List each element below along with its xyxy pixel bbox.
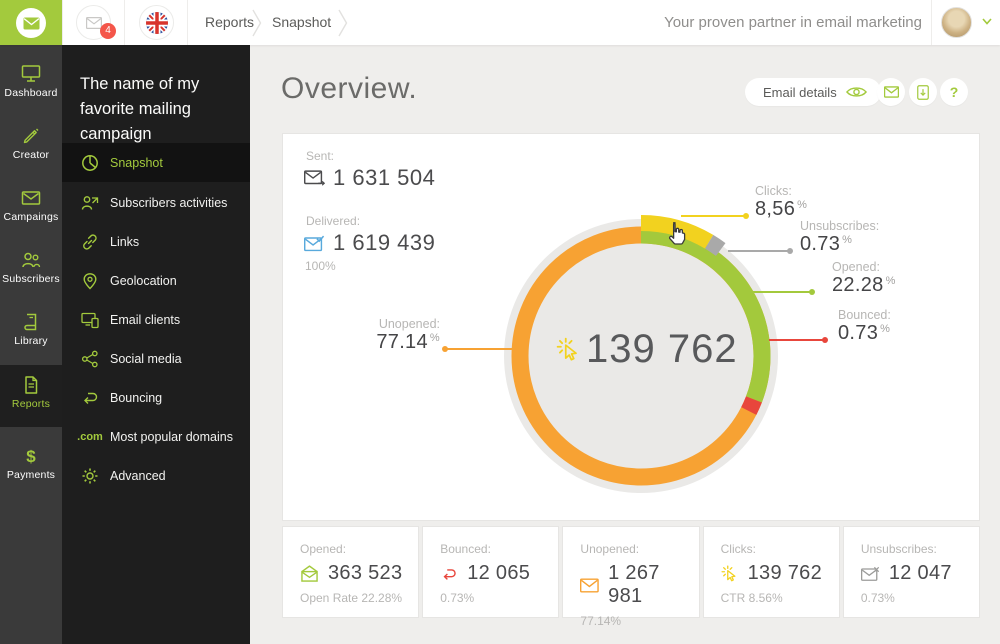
sidebar-item-dashboard[interactable]: Dashboard — [0, 58, 62, 118]
monitor-icon — [21, 65, 41, 82]
brand-logo-icon — [16, 8, 46, 38]
delivered-label: Delivered: — [306, 214, 361, 228]
top-bar: 4 Reports Snapshot Your proven partner — [0, 0, 1000, 45]
stat-card-clicks: Clicks: 139 762 CTR 8.56% — [702, 526, 840, 618]
gear-icon — [82, 468, 98, 483]
users-icon — [22, 252, 41, 268]
uk-flag-icon — [145, 11, 168, 34]
notification-badge: 4 — [100, 23, 116, 39]
devices-icon — [81, 312, 99, 328]
sidebar-item-subscribers[interactable]: Subscribers — [0, 244, 62, 304]
dollar-icon: $ — [26, 447, 36, 466]
callout-line-bounced — [769, 337, 828, 343]
menu-item-email-clients[interactable]: Email clients — [62, 300, 250, 339]
email-details-button[interactable]: Email details — [745, 78, 881, 106]
sent-envelope-icon — [304, 169, 325, 186]
hand-cursor-icon — [668, 222, 686, 245]
open-envelope-icon — [301, 565, 318, 582]
campaign-menu: The name of my favorite mailing campaign… — [62, 45, 250, 644]
callout-unopened: Unopened: 77.14% — [376, 317, 440, 353]
stat-card-unsubscribes: Unsubscribes: 12 047 0.73% — [842, 526, 981, 618]
sent-value: 1 631 504 — [304, 165, 435, 191]
envelope-icon — [85, 16, 102, 29]
report-icon — [25, 376, 38, 394]
pie-icon — [82, 154, 98, 171]
menu-item-social-media[interactable]: Social media — [62, 339, 250, 378]
pencil-icon — [23, 128, 39, 144]
menu-item-bouncing[interactable]: Bouncing — [62, 378, 250, 417]
envelope-x-icon — [860, 566, 879, 581]
document-download-icon — [917, 84, 929, 100]
chevron-down-icon[interactable] — [982, 18, 992, 25]
avatar[interactable] — [941, 7, 972, 38]
sidebar: Dashboard Creator Campaings Subscribers — [0, 45, 62, 644]
divider — [62, 0, 63, 45]
sent-label: Sent: — [306, 149, 335, 163]
callout-clicks: Clicks: 8,56% — [755, 184, 808, 220]
user-activity-icon — [81, 195, 99, 210]
donut-chart[interactable] — [491, 206, 791, 506]
send-email-button[interactable] — [877, 78, 905, 106]
click-burst-icon — [556, 337, 582, 363]
stat-card-bounced: Bounced: 12 065 0.73% — [422, 526, 560, 618]
svg-text:$: $ — [26, 447, 36, 466]
share-icon — [81, 350, 98, 367]
stats-row: Opened: 363 523 Open Rate 22.28% Bounced… — [282, 526, 981, 628]
chart-center-value: 139 762 — [586, 327, 738, 371]
breadcrumb-reports[interactable]: Reports — [205, 14, 255, 30]
eye-icon — [845, 87, 867, 97]
envelope-icon — [883, 86, 899, 98]
question-mark-icon: ? — [949, 84, 959, 100]
chevron-right-icon — [338, 9, 348, 37]
menu-item-advanced[interactable]: Advanced — [62, 456, 250, 495]
book-icon — [24, 313, 37, 331]
menu-item-geolocation[interactable]: Geolocation — [62, 261, 250, 300]
sidebar-item-library[interactable]: Library — [0, 306, 62, 366]
sidebar-item-reports[interactable]: Reports — [0, 365, 62, 427]
callout-line-unsubscribes — [728, 248, 793, 254]
page-title: Overview. — [281, 72, 418, 105]
chevron-right-icon — [252, 9, 262, 37]
menu-item-most-popular-domains[interactable]: .com Most popular domains — [77, 429, 233, 444]
stat-card-unopened: Unopened: 1 267 981 77.14% — [562, 526, 700, 628]
dot-com-icon: .com — [77, 430, 103, 443]
menu-item-links[interactable]: Links — [62, 222, 250, 261]
campaign-title: The name of my favorite mailing campaign — [80, 75, 200, 143]
callout-line-clicks — [681, 213, 749, 219]
delivered-rate: 100% — [305, 259, 336, 273]
stat-card-opened: Opened: 363 523 Open Rate 22.28% — [282, 526, 420, 618]
menu-item-subscribers-activities[interactable]: Subscribers activities — [62, 183, 250, 222]
callout-bounced: Bounced: 0.73% — [838, 308, 891, 344]
envelope-icon — [580, 577, 600, 593]
download-report-button[interactable] — [909, 78, 937, 106]
sidebar-item-campaigns[interactable]: Campaings — [0, 182, 62, 242]
sidebar-item-creator[interactable]: Creator — [0, 120, 62, 180]
map-pin-icon — [83, 272, 97, 289]
click-burst-icon — [721, 564, 736, 581]
sidebar-item-payments[interactable]: $ Payments — [6, 447, 56, 481]
divider — [187, 0, 188, 45]
tagline: Your proven partner in email marketing — [664, 14, 922, 31]
breadcrumb-snapshot[interactable]: Snapshot — [272, 14, 332, 30]
delivered-envelope-icon — [304, 235, 325, 251]
envelope-icon — [23, 17, 39, 29]
callout-unsubscribes: Unsubscribes: 0.73% — [800, 219, 880, 255]
callout-opened: Opened: 22.28% — [832, 260, 896, 296]
menu-item-snapshot[interactable]: Snapshot — [62, 143, 250, 182]
envelope-icon — [21, 191, 41, 205]
bounce-arrow-icon — [443, 568, 456, 580]
link-icon — [83, 233, 97, 250]
notifications-button[interactable] — [76, 5, 111, 40]
divider — [931, 0, 932, 45]
callout-line-opened — [753, 289, 815, 295]
callout-line-unopened — [442, 346, 512, 352]
delivered-value: 1 619 439 — [304, 230, 435, 256]
overview-panel: Sent: 1 631 504 Delivered: 1 619 439 100… — [282, 133, 980, 521]
language-flag-button[interactable] — [139, 5, 174, 40]
bounce-arrow-icon — [84, 392, 98, 404]
brand-logo[interactable] — [0, 0, 62, 45]
divider — [124, 0, 125, 45]
help-button[interactable]: ? — [940, 78, 968, 106]
